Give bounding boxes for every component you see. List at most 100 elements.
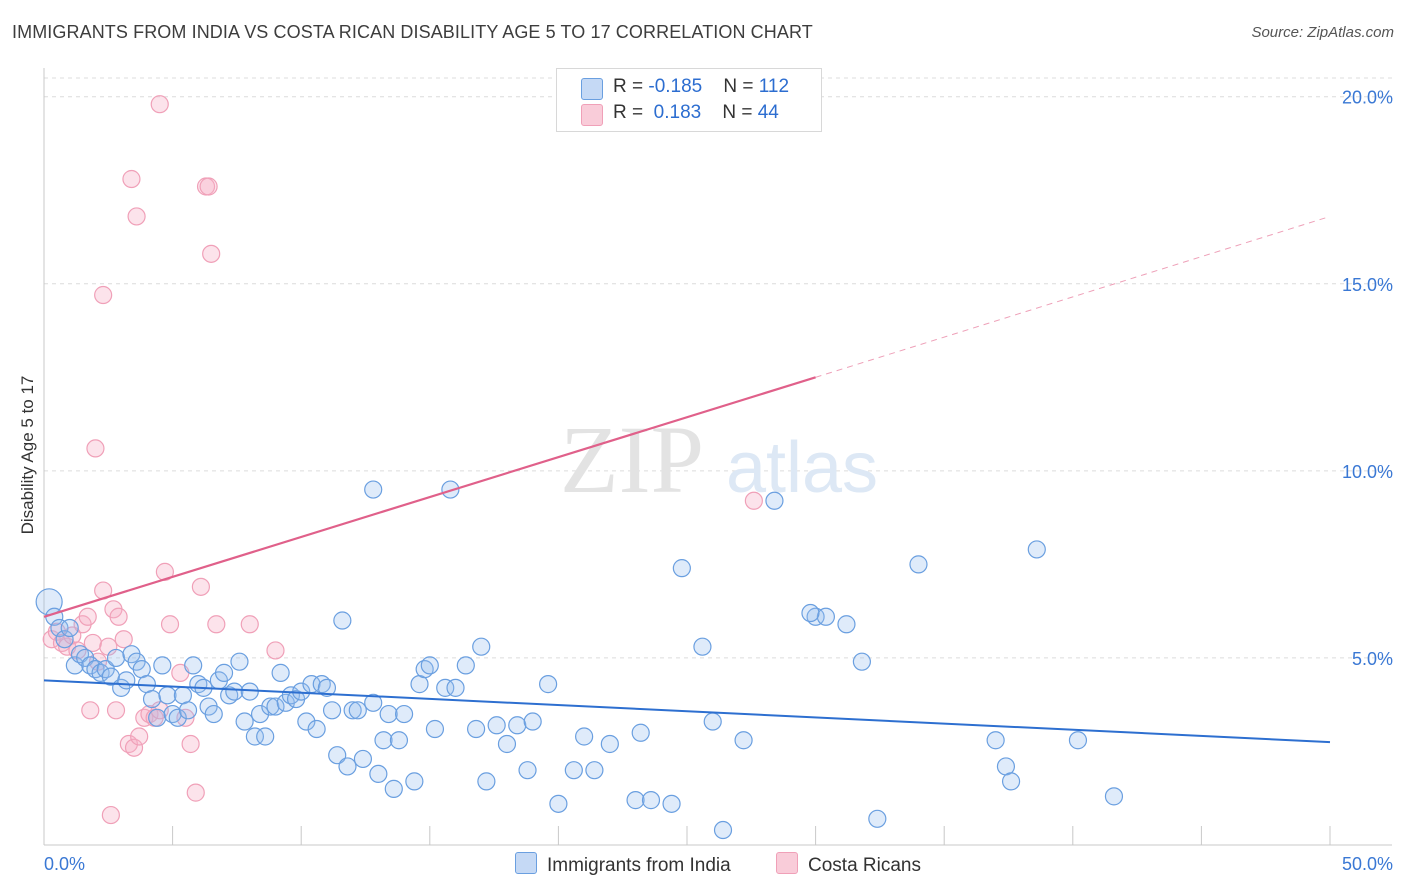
data-point-immigrants-from-india (626, 791, 645, 810)
legend-n-label: N = (723, 76, 759, 97)
data-point-immigrants-from-india (55, 630, 74, 649)
data-point-immigrants-from-india (631, 723, 650, 742)
data-point-immigrants-from-india (477, 772, 496, 791)
bottom-legend-swatch-costa (776, 852, 798, 874)
data-point-immigrants-from-india (394, 704, 414, 724)
data-point-immigrants-from-india (508, 716, 527, 735)
data-point-immigrants-from-india (497, 734, 517, 754)
data-point-costa-ricans (101, 805, 120, 825)
watermark: ZIP atlas (560, 406, 878, 513)
data-point-immigrants-from-india (379, 704, 398, 724)
y-tick-label: 15.0% (1342, 275, 1393, 295)
data-point-immigrants-from-india (662, 794, 681, 813)
data-point-immigrants-from-india (466, 719, 486, 739)
data-point-costa-ricans (207, 615, 226, 634)
data-point-immigrants-from-india (1027, 540, 1046, 559)
data-point-immigrants-from-india (148, 708, 167, 727)
data-point-immigrants-from-india (693, 637, 712, 656)
data-point-costa-ricans (127, 207, 146, 226)
series-costa-ricans (42, 95, 763, 825)
legend-r-label: R = (613, 76, 649, 97)
data-point-costa-ricans (109, 607, 128, 626)
data-point-immigrants-from-india (343, 701, 362, 720)
data-point-immigrants-from-india (713, 820, 733, 840)
data-point-immigrants-from-india (564, 761, 583, 780)
data-point-immigrants-from-india (364, 693, 383, 712)
data-point-immigrants-from-india (436, 678, 455, 697)
data-point-immigrants-from-india (703, 712, 722, 731)
y-tick-label: 10.0% (1342, 462, 1393, 482)
data-point-immigrants-from-india (837, 615, 856, 634)
legend-n-value-costa: 44 (757, 102, 779, 123)
data-point-costa-ricans (122, 169, 141, 189)
data-point-immigrants-from-india (322, 701, 342, 720)
data-point-costa-ricans (83, 633, 102, 653)
legend-r-value-costa: 0.183 (648, 102, 702, 123)
data-point-immigrants-from-india (204, 704, 223, 724)
data-point-immigrants-from-india (65, 656, 84, 675)
data-point-immigrants-from-india (575, 727, 594, 746)
data-point-immigrants-from-india (734, 731, 753, 750)
data-point-costa-ricans (744, 491, 763, 510)
bottom-legend-costa: Costa Ricans (776, 852, 921, 877)
bottom-legend-label-india: Immigrants from India (547, 855, 731, 876)
data-point-immigrants-from-india (261, 697, 280, 716)
data-point-immigrants-from-india (518, 761, 537, 780)
data-point-costa-ricans (124, 738, 144, 757)
data-point-immigrants-from-india (328, 746, 347, 765)
data-point-immigrants-from-india (1104, 787, 1124, 806)
data-point-immigrants-from-india (364, 480, 383, 499)
data-point-costa-ricans (266, 641, 285, 660)
data-point-costa-ricans (130, 727, 149, 746)
chart-title: IMMIGRANTS FROM INDIA VS COSTA RICAN DIS… (12, 22, 813, 42)
data-point-immigrants-from-india (225, 682, 244, 701)
data-point-immigrants-from-india (317, 678, 337, 697)
data-point-costa-ricans (191, 577, 210, 596)
axes (43, 68, 1392, 846)
watermark-atlas: atlas (726, 428, 878, 508)
data-point-immigrants-from-india (106, 648, 126, 668)
data-point-immigrants-from-india (384, 779, 403, 798)
data-point-costa-ricans (81, 701, 100, 720)
data-point-immigrants-from-india (600, 734, 619, 754)
data-point-immigrants-from-india (585, 761, 604, 780)
data-point-immigrants-from-india (178, 701, 198, 720)
data-point-immigrants-from-india (1068, 731, 1088, 750)
y-tick-label: 20.0% (1342, 88, 1393, 108)
legend-swatch-costa (581, 104, 603, 126)
data-point-immigrants-from-india (456, 656, 475, 675)
data-point-costa-ricans (199, 177, 218, 196)
trend-line-costa-extension (815, 215, 1331, 378)
data-point-costa-ricans (78, 607, 97, 626)
legend-n-value-india: 112 (758, 76, 790, 97)
data-point-immigrants-from-india (425, 719, 445, 739)
data-point-immigrants-from-india (240, 682, 259, 701)
data-point-costa-ricans (150, 95, 169, 114)
data-point-immigrants-from-india (101, 667, 120, 686)
data-point-immigrants-from-india (297, 712, 316, 731)
data-point-immigrants-from-india (256, 727, 275, 746)
x-tick-label: 0.0% (44, 854, 85, 874)
data-point-costa-ricans (186, 783, 205, 802)
legend-r-label: R = (613, 102, 649, 123)
source-label: Source: ZipAtlas.com (1251, 24, 1394, 41)
data-point-immigrants-from-india (307, 719, 326, 739)
x-tick-label: 50.0% (1342, 854, 1393, 874)
data-point-immigrants-from-india (168, 708, 187, 727)
data-point-costa-ricans (160, 615, 180, 634)
data-point-immigrants-from-india (641, 791, 661, 810)
legend-r-value-india: -0.185 (648, 76, 703, 97)
data-point-immigrants-from-india (487, 716, 506, 735)
data-point-immigrants-from-india (446, 678, 465, 697)
data-point-immigrants-from-india (184, 656, 203, 675)
data-point-immigrants-from-india (235, 712, 254, 731)
data-point-immigrants-from-india (539, 675, 558, 694)
data-point-immigrants-from-india (250, 704, 270, 724)
data-point-immigrants-from-india (50, 618, 69, 638)
data-point-immigrants-from-india (420, 656, 439, 675)
data-point-immigrants-from-india (338, 757, 357, 776)
data-point-costa-ricans (86, 439, 105, 458)
data-point-costa-ricans (94, 285, 113, 305)
trend-line-costa (43, 376, 816, 618)
